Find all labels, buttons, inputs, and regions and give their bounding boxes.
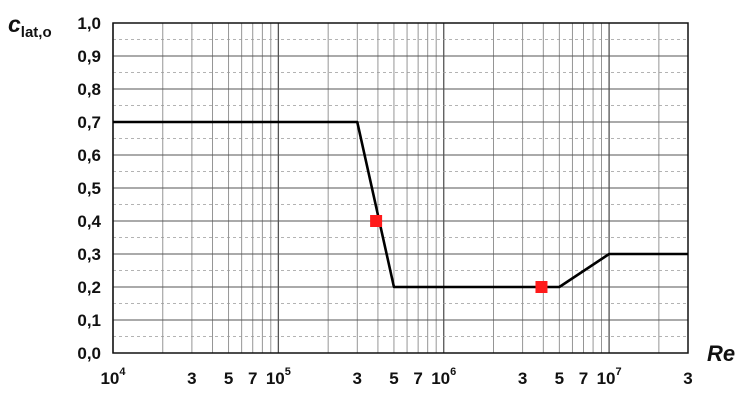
x-tick-label: 3 (353, 369, 362, 388)
x-tick-label: 5 (224, 369, 233, 388)
data-point (370, 215, 383, 227)
y-tick-label: 0,6 (77, 146, 101, 165)
x-tick-label: 7 (248, 369, 257, 388)
x-tick-label: 107 (597, 366, 622, 388)
y-axis-title-subscript: lat,o (21, 24, 52, 41)
y-tick-label: 0,0 (77, 344, 101, 363)
grid (112, 22, 689, 354)
x-tick-label: 105 (266, 366, 291, 388)
y-tick-label: 0,4 (77, 212, 101, 231)
x-tick-label: 3 (518, 369, 527, 388)
x-tick-label: 3 (187, 369, 196, 388)
x-tick-label: 3 (683, 369, 692, 388)
series-line (113, 120, 688, 289)
y-tick-label: 0,5 (77, 179, 101, 198)
x-tick-label: 104 (100, 366, 126, 388)
y-tick-label: 0,7 (77, 113, 101, 132)
y-tick-label: 0,8 (77, 80, 101, 99)
y-tick-label: 0,9 (77, 47, 101, 66)
y-axis-title-main: c (8, 11, 21, 37)
y-tick-label: 0,2 (77, 278, 101, 297)
y-tick-label: 1,0 (77, 14, 101, 33)
y-axis-ticks: 0,0 0,1 0,2 0,3 0,4 0,5 0,6 0,7 0,8 0,9 1,0 (77, 14, 101, 363)
y-axis-title: clat,o (8, 11, 52, 41)
data-point (535, 281, 548, 293)
y-tick-label: 0,3 (77, 245, 101, 264)
y-tick-label: 0,1 (77, 311, 101, 330)
x-axis-title: Re (707, 341, 735, 366)
plot-frame (112, 22, 689, 354)
x-tick-label: 5 (555, 369, 564, 388)
x-axis-ticks: 104 3 5 7 105 3 5 7 106 3 5 7 107 3 (100, 366, 692, 388)
x-tick-label: 106 (431, 366, 456, 388)
x-tick-label: 7 (579, 369, 588, 388)
series (113, 120, 688, 293)
x-tick-label: 5 (389, 369, 398, 388)
x-tick-label: 7 (413, 369, 422, 388)
